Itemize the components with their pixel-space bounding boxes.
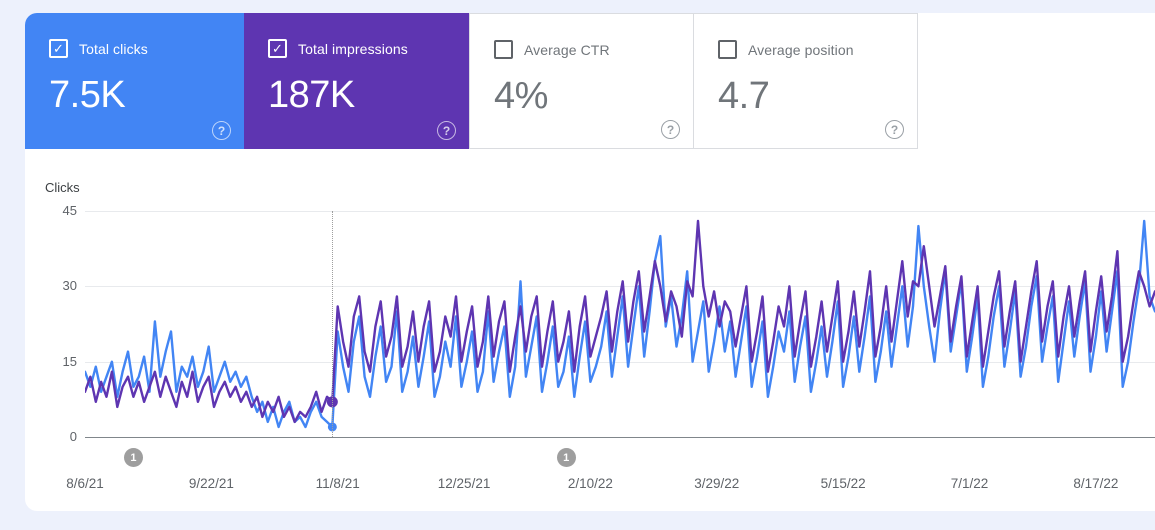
y-axis-tick-label: 15 [62, 353, 77, 369]
x-axis-label: 11/8/21 [315, 476, 360, 491]
metric-label: Average CTR [524, 41, 610, 58]
metric-card-total-impressions[interactable]: ✓ Total impressions 187K ? [244, 13, 469, 149]
gridline [85, 361, 1155, 363]
checkbox-checked-icon[interactable]: ✓ [268, 39, 287, 58]
x-axis-label: 2/10/22 [567, 476, 613, 491]
x-axis-label: 8/17/22 [1073, 476, 1119, 491]
gridline [85, 211, 1155, 212]
metric-cards-row: ✓ Total clicks 7.5K ? ✓ Total impression… [25, 13, 918, 149]
x-axis-label: 12/25/21 [437, 476, 491, 491]
y-axis-title: Clicks [45, 180, 80, 195]
x-axis-line [85, 437, 1155, 438]
x-axis-label: 7/1/22 [950, 476, 989, 491]
y-axis-tick-label: 0 [69, 429, 77, 444]
checkbox-unchecked-icon[interactable] [494, 40, 513, 59]
checkbox-unchecked-icon[interactable] [718, 40, 737, 59]
metric-value: 7.5K [49, 74, 126, 116]
performance-panel: ✓ Total clicks 7.5K ? ✓ Total impression… [25, 13, 1155, 511]
metric-label: Total clicks [79, 40, 148, 57]
metric-label: Total impressions [298, 40, 408, 57]
checkbox-checked-icon[interactable]: ✓ [49, 39, 68, 58]
metric-card-average-position[interactable]: Average position 4.7 ? [693, 13, 918, 149]
x-axis-label: 9/22/21 [188, 476, 234, 491]
metric-value: 187K [268, 74, 355, 116]
chart-lines[interactable] [83, 211, 1155, 441]
help-icon[interactable]: ? [212, 121, 231, 140]
metric-label: Average position [748, 41, 854, 58]
annotation-badge[interactable]: 1 [556, 448, 576, 467]
y-axis-tick-label: 30 [62, 278, 77, 294]
metric-card-average-ctr[interactable]: Average CTR 4% ? [469, 13, 694, 149]
help-icon[interactable]: ? [885, 120, 904, 139]
x-axis-label: 8/6/21 [66, 476, 104, 491]
x-axis-label: 5/15/22 [820, 476, 866, 491]
metric-value: 4% [494, 75, 548, 117]
metric-card-total-clicks[interactable]: ✓ Total clicks 7.5K ? [25, 13, 244, 149]
metric-value: 4.7 [718, 75, 770, 117]
performance-chart[interactable] [83, 211, 1155, 441]
y-axis-tick-label: 45 [62, 203, 77, 218]
help-icon[interactable]: ? [661, 120, 680, 139]
x-axis-label: 3/29/22 [694, 476, 740, 491]
help-icon[interactable]: ? [437, 121, 456, 140]
annotation-badge[interactable]: 1 [123, 448, 143, 467]
gridline [85, 286, 1155, 288]
series-line[interactable] [83, 219, 1155, 429]
series-line[interactable] [83, 219, 1155, 424]
event-marker-line [332, 211, 334, 437]
